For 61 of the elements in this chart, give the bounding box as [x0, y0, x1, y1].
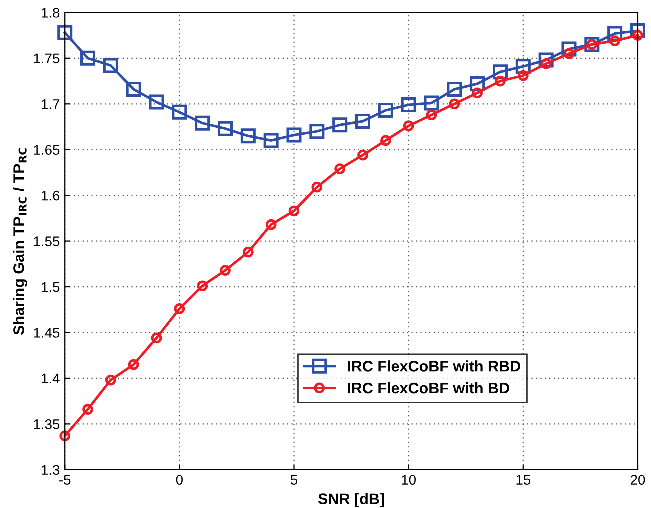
y-tick-label: 1.5: [42, 282, 60, 292]
x-tick-label: -5: [60, 475, 71, 485]
point: [310, 124, 325, 140]
point: [174, 304, 186, 314]
point: [610, 36, 620, 46]
x-tick-label: 15: [516, 475, 531, 485]
point: [195, 116, 210, 131]
point: [80, 50, 96, 66]
point: [60, 430, 71, 442]
y-tick-label: 1.35: [34, 420, 60, 430]
point: [264, 133, 279, 148]
y-axis-title: Sharing Gain TP$_{IRC}$ / TP$_{RC}$: [13, 148, 28, 336]
legend-label: IRC FlexCoBF with BD: [348, 382, 510, 394]
point: [424, 96, 440, 111]
y-tick-label: 1.4: [42, 374, 60, 384]
point: [355, 114, 370, 130]
y-tick-label: 1.7: [42, 100, 60, 110]
y-tick-label: 1.6: [42, 190, 60, 201]
point: [332, 118, 348, 133]
point: [220, 265, 231, 276]
point: [103, 58, 118, 74]
x-tick-label: 0: [176, 475, 183, 485]
point: [58, 25, 73, 40]
y-tick-label: 1.45: [34, 328, 60, 338]
y-tick-label: 1.8: [42, 8, 60, 18]
x-tick-label: 10: [402, 475, 416, 485]
point: [106, 374, 116, 386]
point: [218, 121, 234, 136]
point: [288, 206, 300, 217]
point: [172, 104, 188, 120]
point: [358, 150, 368, 161]
point: [240, 128, 256, 144]
point: [401, 98, 416, 113]
x-tick-label: 20: [630, 475, 646, 485]
point: [128, 359, 140, 370]
point: [286, 128, 302, 143]
y-tick-label: 1.75: [34, 54, 60, 64]
point: [426, 110, 438, 121]
y-tick-label: 1.55: [34, 236, 60, 246]
point: [82, 404, 94, 415]
x-axis-title: SNR [dB]: [318, 493, 384, 508]
x-tick-label: 5: [290, 475, 298, 485]
point: [518, 70, 529, 82]
point: [197, 280, 208, 292]
point: [447, 82, 462, 98]
point: [312, 182, 323, 193]
point: [403, 120, 414, 132]
point: [334, 164, 346, 174]
point: [151, 332, 162, 344]
point: [380, 135, 392, 146]
point: [243, 246, 254, 258]
point: [472, 88, 483, 99]
point: [378, 103, 394, 118]
point: [449, 98, 460, 110]
point: [126, 82, 142, 98]
legend-label: IRC FlexCoBF with RBD: [348, 360, 520, 372]
y-tick-label: 1.3: [42, 465, 60, 476]
point: [495, 76, 506, 87]
point: [266, 219, 277, 230]
y-tick-label: 1.65: [34, 145, 60, 156]
point: [149, 94, 164, 110]
